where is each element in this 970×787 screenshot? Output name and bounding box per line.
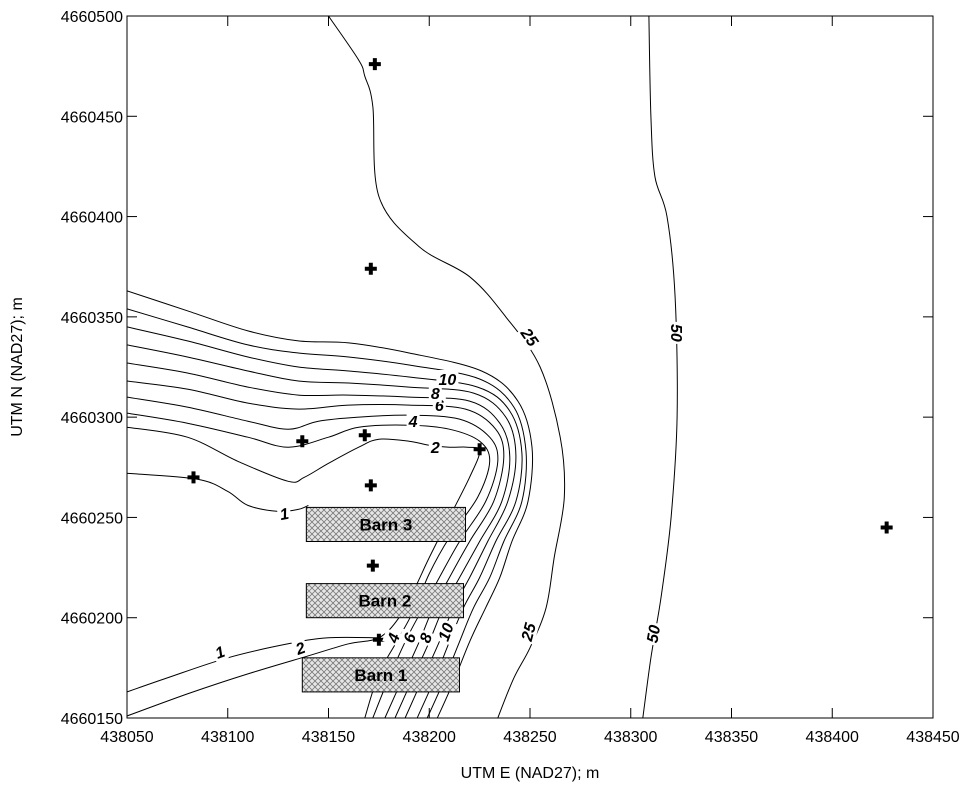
contour-label-bg — [516, 322, 544, 352]
y-tick-label: 4660450 — [61, 109, 123, 126]
y-tick-label: 4660250 — [61, 510, 123, 527]
contour-lines — [126, 15, 678, 719]
contour-label-6: 6 — [398, 628, 420, 647]
y-tick-label: 4660500 — [61, 9, 123, 26]
contour-label-bg — [428, 384, 442, 403]
y-tick-label: 4660200 — [61, 611, 123, 628]
contour-label-1: 1 — [210, 641, 229, 663]
x-tick-label: 438150 — [302, 729, 355, 746]
contour-line-1-1 — [126, 636, 379, 693]
x-tick-label: 438100 — [201, 729, 254, 746]
contour-label-text: 2 — [430, 440, 440, 457]
contour-label-10: 10 — [433, 618, 458, 646]
sampler-marker — [296, 435, 309, 448]
x-tick-label: 438200 — [403, 729, 456, 746]
contour-label-text: 50 — [667, 324, 684, 342]
contour-line-9-9 — [126, 308, 527, 719]
buildings: Barn 3 Barn 2 Barn 1 — [301, 506, 467, 693]
contour-label-text: 10 — [439, 372, 457, 389]
contour-label-bg — [433, 618, 458, 646]
y-axis-title: UTM N (NAD27); m — [9, 297, 26, 437]
axis-ticks: 438050 438100 438150 438200 438250 438300 4383… — [61, 9, 960, 746]
building-label: Barn 2 — [358, 592, 411, 611]
sampler-marker — [358, 429, 371, 442]
contour-label-bg — [414, 628, 436, 647]
sampler-marker — [364, 262, 377, 275]
sampler-marker — [368, 58, 381, 71]
building-label: Barn 1 — [354, 666, 407, 685]
contour-label-text: 8 — [431, 386, 440, 403]
contour-label-bg — [428, 438, 442, 457]
contour-label-bg — [406, 412, 420, 431]
contour-label-4: 4 — [382, 628, 404, 647]
building-1 — [305, 506, 467, 542]
contour-label-8: 8 — [428, 384, 442, 403]
building-2 — [305, 583, 465, 619]
contour-label-text: 1 — [279, 506, 291, 524]
contour-label-bg — [382, 628, 404, 647]
contour-label-bg — [398, 628, 420, 647]
y-tick-label: 4660150 — [61, 711, 123, 728]
contour-label-2: 2 — [291, 637, 310, 659]
contour-label-bg — [516, 618, 540, 645]
y-tick-label: 4660400 — [61, 210, 123, 227]
contour-label-25: 25 — [516, 618, 541, 645]
contour-label-text: 4 — [408, 414, 418, 431]
y-tick-label: 4660300 — [61, 410, 123, 427]
contour-label-50: 50 — [642, 621, 664, 647]
x-tick-label: 438450 — [906, 729, 959, 746]
sampler-marker — [187, 471, 200, 484]
sampler-marker — [364, 479, 377, 492]
x-tick-label: 438050 — [100, 729, 153, 746]
contour-label-50: 50 — [667, 321, 687, 344]
x-tick-label: 438300 — [604, 729, 657, 746]
building-label: Barn 3 — [359, 515, 412, 534]
contour-label-text: 25 — [516, 325, 541, 351]
contour-label-bg — [276, 503, 293, 524]
sampler-markers — [187, 58, 893, 646]
contour-label-bg — [668, 321, 687, 344]
contour-line-5-5 — [126, 380, 505, 719]
y-tick-label: 4660350 — [61, 310, 123, 327]
contour-label-1: 1 — [276, 503, 293, 524]
contour-line-8-8 — [126, 326, 523, 719]
contour-label-bg — [642, 621, 664, 647]
contour-label-bg — [291, 637, 310, 659]
plot-frame — [126, 15, 934, 719]
sampler-marker — [880, 521, 893, 534]
x-axis-title: UTM E (NAD27); m — [461, 765, 600, 782]
contour-line-6-6 — [126, 362, 511, 719]
contour-label-bg — [210, 641, 229, 663]
contour-label-text: 50 — [644, 624, 664, 645]
contour-label-8: 8 — [414, 628, 436, 647]
contour-label-10: 10 — [436, 370, 459, 389]
contour-label-25: 25 — [516, 322, 544, 352]
contour-label-2: 2 — [428, 438, 442, 457]
contour-label-text: 10 — [436, 621, 458, 644]
sampler-marker — [366, 559, 379, 572]
x-tick-label: 438350 — [705, 729, 758, 746]
sampler-marker — [473, 443, 486, 456]
x-tick-label: 438250 — [503, 729, 556, 746]
contour-label-text: 25 — [519, 620, 541, 644]
contour-label-bg — [436, 370, 459, 388]
contour-label-4: 4 — [406, 412, 420, 431]
building-3 — [301, 657, 460, 693]
x-tick-label: 438400 — [806, 729, 859, 746]
contour-line-10-10 — [126, 290, 534, 719]
contour-line-50-12 — [642, 15, 678, 719]
contour-label-text: 6 — [435, 398, 444, 415]
